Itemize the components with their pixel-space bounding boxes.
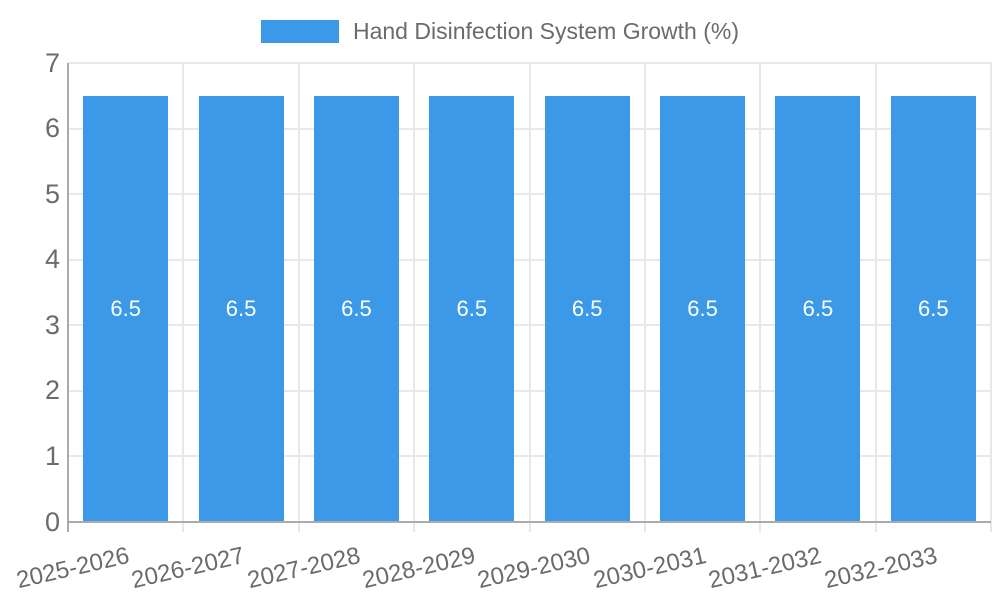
bar-value-label: 6.5 [802,295,834,321]
gridline-vertical [528,63,531,532]
bar[interactable]: 6.5 [313,95,399,522]
legend-label: Hand Disinfection System Growth (%) [352,18,739,44]
x-tick-label: 2028-2029 [359,542,478,595]
legend-item: Hand Disinfection System Growth (%) [0,18,1000,45]
x-tick-label: 2025-2026 [13,542,132,595]
y-tick-label: 0 [44,506,60,537]
bar-value-label: 6.5 [341,295,372,321]
x-tick-label: 2029-2030 [475,542,594,595]
gridline-vertical [297,63,300,532]
x-axis-line [68,521,991,523]
bar[interactable]: 6.5 [775,95,861,522]
y-tick-label: 5 [44,178,60,209]
x-tick-label: 2030-2031 [590,542,709,595]
bar-value-label: 6.5 [918,295,949,321]
bar-value-label: 6.5 [225,295,257,321]
gridline-vertical [182,63,185,532]
y-axis-line [67,63,69,532]
gridline-vertical [874,63,877,532]
bar-value-label: 6.5 [110,295,141,321]
y-tick-label: 7 [44,47,60,78]
bar[interactable]: 6.5 [429,95,515,522]
y-tick-label: 1 [44,440,60,471]
bar[interactable]: 6.5 [198,95,284,522]
bar[interactable]: 6.5 [544,95,630,522]
gridline-vertical [643,63,646,532]
bar[interactable]: 6.5 [660,95,746,522]
legend-swatch [260,20,339,43]
bar-value-label: 6.5 [571,295,603,321]
gridline-vertical [413,63,416,532]
bar[interactable]: 6.5 [890,95,976,522]
gridline-vertical [990,63,992,532]
y-tick-label: 4 [44,244,60,275]
x-tick-label: 2027-2028 [244,542,363,595]
x-tick-label: 2031-2032 [706,542,825,595]
y-tick-label: 6 [44,113,60,144]
gridline-vertical [759,63,762,532]
bar-value-label: 6.5 [687,295,718,321]
x-tick-label: 2026-2027 [129,542,248,595]
x-tick-label: 2032-2033 [821,542,940,595]
y-tick-label: 3 [44,309,60,340]
y-tick-label: 2 [44,375,60,406]
bar[interactable]: 6.5 [83,95,169,522]
bar-value-label: 6.5 [456,295,488,321]
